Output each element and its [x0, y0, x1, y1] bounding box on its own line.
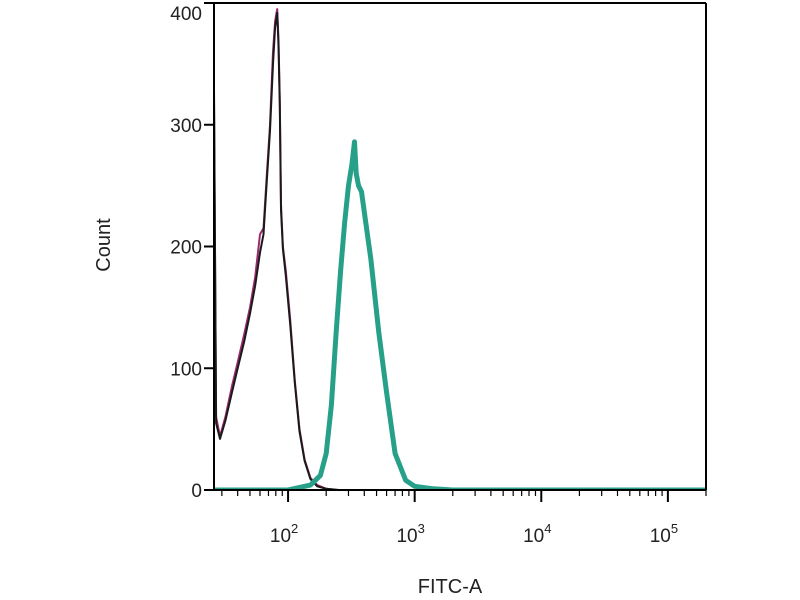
x-tick-label: 102 — [270, 521, 298, 547]
y-tick-label: 400 — [170, 4, 202, 25]
axes — [213, 2, 707, 491]
y-ticks: 0 100 200 300 400 — [170, 2, 214, 502]
x-ticks: 102 103 104 105 — [221, 490, 707, 547]
plot-area — [214, 8, 706, 490]
y-tick-label: 100 — [170, 359, 202, 380]
y-tick-label: 200 — [170, 238, 202, 259]
y-axis-title: Count — [93, 218, 115, 272]
y-tick-label: 0 — [191, 481, 202, 502]
x-axis-title: FITC-A — [418, 576, 483, 598]
x-tick-label: 104 — [523, 521, 551, 547]
x-tick-label: 103 — [396, 521, 424, 547]
series-line-control-2 — [214, 11, 706, 490]
series-line-stained — [214, 139, 706, 490]
x-tick-label: 105 — [650, 521, 678, 547]
y-tick-label: 300 — [170, 116, 202, 137]
